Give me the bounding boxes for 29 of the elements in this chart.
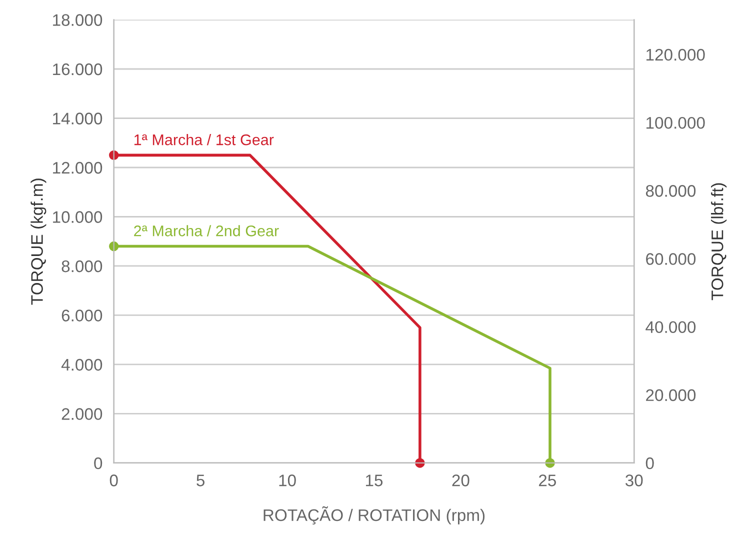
y-tick-label: 18.000	[53, 14, 102, 26]
x-tick-label: 5	[196, 474, 204, 486]
x-tick-label: 20	[452, 474, 470, 486]
y2-tick-label: 40.000	[646, 321, 696, 334]
y2-tick-label: 120.000	[646, 48, 705, 61]
y-axis-title: TORQUE (kgf.m)	[30, 178, 46, 305]
y2-tick-label: 80.000	[646, 185, 696, 197]
y-tick-label: 0	[94, 457, 102, 470]
x-tick-label: 10	[279, 474, 296, 486]
y2-axis-title: TORQUE (lbf.ft)	[711, 183, 727, 300]
y2-tick-label: 20.000	[646, 389, 696, 402]
x-tick-label: 15	[366, 474, 383, 486]
series-label: 1ª Marcha / 1st Gear	[134, 134, 274, 146]
series-label: 2ª Marcha / 2nd Gear	[134, 225, 279, 236]
x-tick-label: 25	[538, 474, 556, 486]
y-tick-label: 12.000	[53, 162, 102, 174]
y2-tick-label: 100.000	[646, 116, 705, 129]
y-tick-label: 16.000	[53, 63, 102, 76]
y2-tick-label: 60.000	[646, 253, 696, 265]
x-axis-title: ROTAÇÃO / ROTATION (rpm)	[264, 506, 485, 524]
y-tick-label: 2.000	[62, 408, 102, 420]
y-tick-label: 4.000	[61, 358, 102, 371]
y-tick-label: 14.000	[53, 112, 102, 124]
x-tick-label: 0	[110, 474, 118, 486]
y-tick-label: 8.000	[62, 260, 102, 272]
y-tick-label: 10.000	[53, 211, 102, 223]
y-tick-label: 6.000	[62, 310, 102, 322]
y2-tick-label: 0	[646, 457, 654, 470]
x-tick-label: 30	[625, 474, 643, 486]
